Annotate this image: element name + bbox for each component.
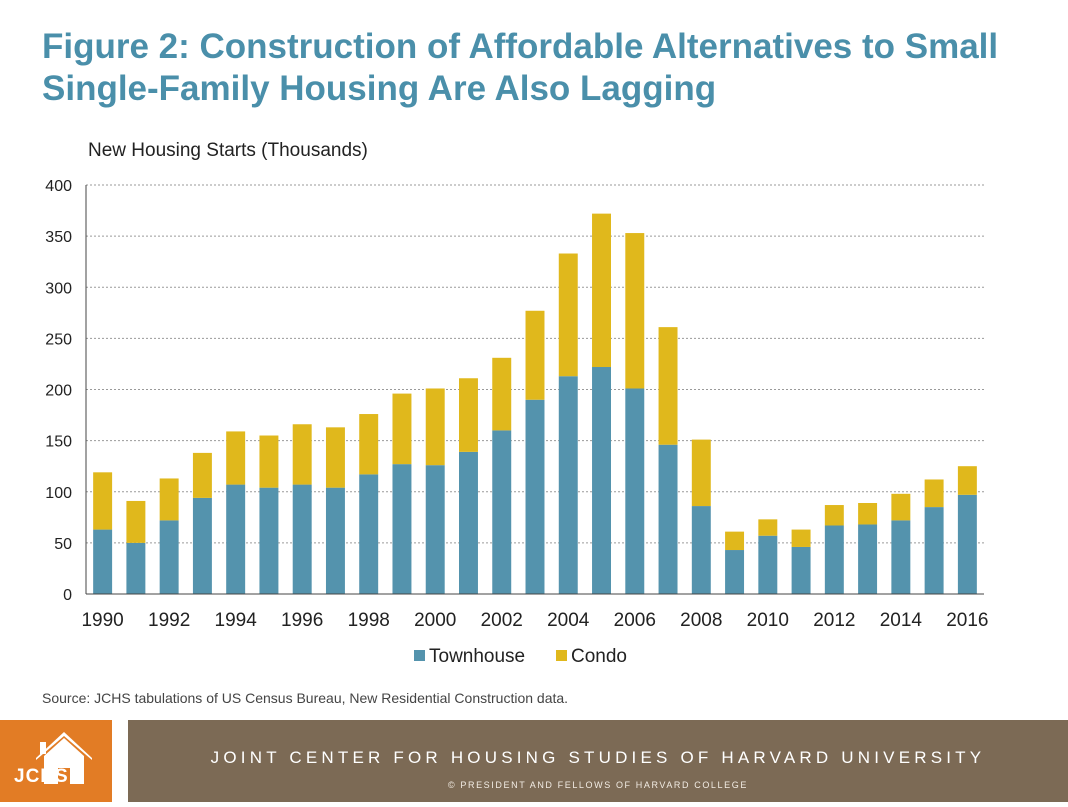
bar-townhouse-1998: [359, 474, 379, 594]
y-tick-label: 350: [45, 229, 72, 246]
stacked-bar-chart: 0 50 100 150 200 250 300 350 400 1990 1992 1994 1996…: [45, 178, 988, 667]
bar-condo-2000: [425, 388, 445, 466]
bar-condo-1995: [259, 435, 279, 488]
bar-condo-2011: [791, 529, 811, 547]
legend-swatch-condo: [556, 650, 567, 661]
bar-townhouse-2008: [691, 506, 711, 594]
y-tick-label: 0: [63, 587, 72, 604]
chart-title: Figure 2: Construction of Affordable Alt…: [42, 26, 1042, 110]
bar-condo-2003: [525, 310, 545, 400]
bar-condo-2013: [858, 503, 878, 525]
bar-condo-2002: [492, 357, 512, 431]
x-tick-label: 2004: [547, 610, 590, 631]
bar-condo-2001: [459, 378, 478, 452]
bar-townhouse-2001: [459, 451, 478, 594]
bar-townhouse-2005: [592, 367, 611, 594]
y-axis-label: New Housing Starts (Thousands): [88, 140, 368, 161]
chart-title-line-1: Figure 2: Construction of Affordable Alt…: [42, 27, 999, 66]
bar-condo-2007: [658, 327, 678, 445]
source-note: Source: JCHS tabulations of US Census Bu…: [42, 690, 569, 706]
x-tick-label: 1990: [81, 610, 123, 631]
bar-condo-1993: [192, 452, 212, 498]
y-tick-label: 50: [54, 536, 72, 553]
x-tick-label: 2000: [414, 610, 456, 631]
x-tick-label: 2002: [481, 610, 523, 631]
bar-townhouse-1995: [259, 487, 279, 594]
bar-townhouse-2002: [492, 430, 512, 594]
x-tick-label: 2006: [614, 610, 656, 631]
jchs-logo: JCHS: [0, 720, 112, 802]
bar-townhouse-2011: [791, 546, 811, 594]
bar-townhouse-2012: [824, 525, 844, 594]
x-tick-label: 1998: [348, 610, 390, 631]
bar-townhouse-1992: [159, 520, 179, 594]
organization-name: JOINT CENTER FOR HOUSING STUDIES OF HARV…: [210, 748, 986, 767]
x-tick-label: 2010: [747, 610, 789, 631]
house-icon: [36, 732, 92, 784]
bar-condo-2006: [625, 233, 645, 389]
logo-text: JCHS: [14, 766, 69, 787]
y-tick-label: 200: [45, 383, 72, 400]
bar-condo-2012: [824, 505, 844, 526]
bar-condo-2010: [758, 519, 778, 536]
bar-condo-1998: [359, 414, 379, 475]
bar-townhouse-1994: [226, 484, 246, 594]
y-tick-label: 100: [45, 485, 72, 502]
bar-townhouse-1993: [192, 497, 212, 594]
legend-label-condo: Condo: [571, 646, 627, 667]
x-tick-label: 1992: [148, 610, 190, 631]
bar-condo-2014: [891, 493, 911, 521]
bar-condo-2009: [725, 531, 745, 551]
bar-condo-1990: [93, 472, 113, 530]
bar-condo-1991: [126, 500, 146, 543]
bar-condo-1992: [159, 478, 179, 521]
bar-condo-1999: [392, 393, 412, 465]
x-tick-label: 2008: [680, 610, 722, 631]
x-tick-label: 2016: [946, 610, 988, 631]
bar-townhouse-2013: [858, 524, 878, 594]
bar-condo-1997: [325, 427, 345, 488]
bar-condo-2016: [957, 466, 977, 495]
x-tick-label: 1996: [281, 610, 323, 631]
bar-condo-2015: [924, 479, 944, 508]
bar-townhouse-2009: [725, 550, 745, 594]
bar-townhouse-1997: [325, 487, 345, 594]
bar-townhouse-2003: [525, 399, 545, 594]
bar-condo-1996: [292, 424, 312, 485]
bar-condo-2008: [691, 439, 711, 507]
bar-condo-2005: [592, 213, 611, 368]
bar-townhouse-2004: [558, 376, 578, 594]
y-tick-label: 150: [45, 434, 72, 451]
x-tick-label: 1994: [215, 610, 258, 631]
copyright-notice: © PRESIDENT AND FELLOWS OF HARVARD COLLE…: [448, 780, 748, 790]
bar-condo-1994: [226, 431, 246, 485]
bar-townhouse-1999: [392, 464, 412, 594]
bar-townhouse-2010: [758, 535, 778, 594]
x-tick-label: 2014: [880, 610, 923, 631]
bar-condo-2004: [558, 253, 578, 377]
bar-townhouse-1990: [93, 529, 113, 594]
legend-swatch-townhouse: [414, 650, 425, 661]
bar-townhouse-2014: [891, 520, 911, 594]
legend-label-townhouse: Townhouse: [429, 646, 525, 667]
bar-townhouse-2015: [924, 507, 944, 594]
bar-townhouse-2016: [957, 494, 977, 594]
bar-townhouse-2006: [625, 388, 645, 594]
bar-townhouse-1996: [292, 484, 312, 594]
footer: JCHS JOINT CENTER FOR HOUSING STUDIES OF…: [0, 720, 1068, 802]
y-tick-label: 250: [45, 331, 72, 348]
x-tick-label: 2012: [813, 610, 855, 631]
footer-band: JOINT CENTER FOR HOUSING STUDIES OF HARV…: [128, 720, 1068, 802]
y-tick-label: 300: [45, 280, 72, 297]
chart-title-line-2: Single-Family Housing Are Also Lagging: [42, 69, 717, 108]
bar-townhouse-1991: [126, 542, 146, 595]
bar-townhouse-2000: [425, 465, 445, 594]
bar-townhouse-2007: [658, 444, 678, 594]
y-tick-label: 400: [45, 178, 72, 195]
